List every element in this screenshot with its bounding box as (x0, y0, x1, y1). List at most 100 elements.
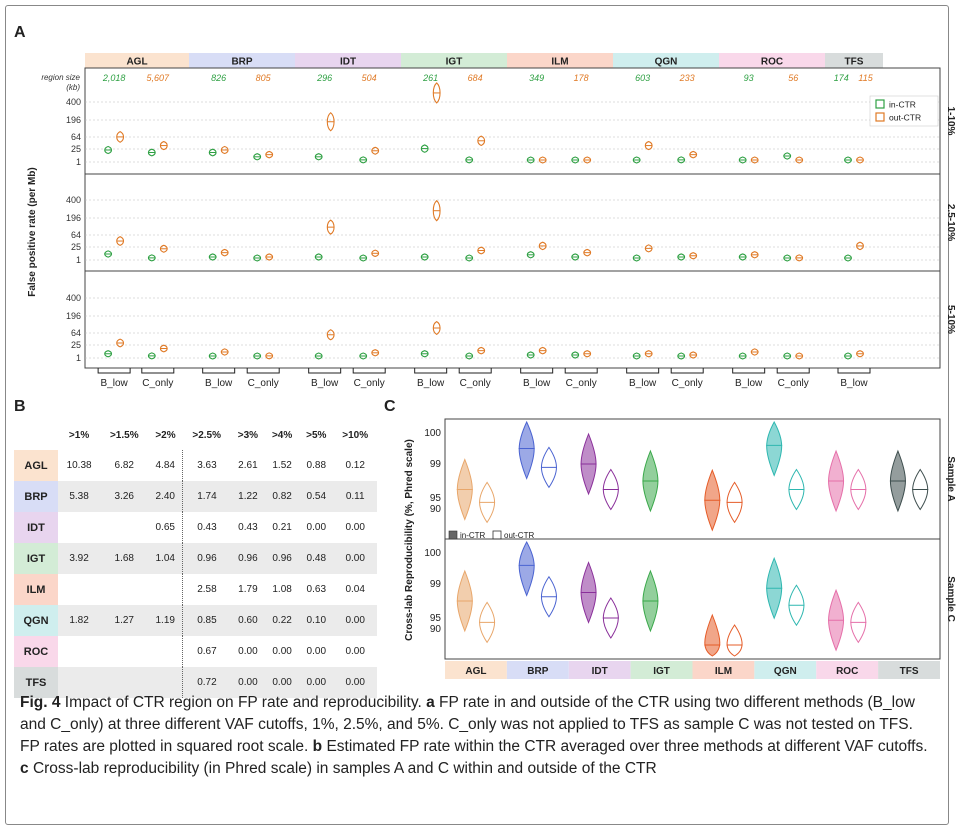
violin-AGL-B_low (116, 236, 125, 246)
violin-ILM-C_only (583, 156, 592, 164)
table-cell: 0.00 (345, 522, 365, 533)
panel-c-ylabel: Cross-lab Reproducibility (%, Phred scal… (404, 439, 415, 641)
table-row-label: IGT (14, 543, 58, 574)
method-bracket (246, 368, 280, 374)
violin-AGL-B_low-shape (104, 145, 113, 155)
violin-ROC-in (828, 449, 845, 513)
violin-ROC-C_only (783, 254, 792, 262)
facet-box (444, 538, 941, 660)
violin-shape (602, 468, 619, 511)
table-cell: 0.60 (230, 605, 265, 636)
y-tick-label: 95 (430, 613, 442, 624)
table-cell: 0.00 (306, 522, 327, 533)
method-label: B_low (735, 378, 763, 389)
violin-ROC-C_only (783, 352, 792, 360)
region-size-label: region size (41, 73, 80, 82)
violin-ILM-B_low (526, 351, 535, 359)
table-cell: 0.21 (272, 522, 292, 533)
violin-AGL-C_only-shape (159, 244, 168, 253)
table-column-header: >1.5% (109, 429, 139, 441)
lab-strip-label: ROC (761, 57, 783, 68)
table-row-label: QGN (14, 605, 58, 636)
violin-QGN-C_only (689, 150, 698, 159)
violin-IDT-B_low-shape (326, 112, 335, 132)
violin-ROC-B_low-shape (738, 156, 747, 164)
violin-IGT-B_low-shape (420, 253, 429, 261)
y-tick-label: 25 (71, 242, 81, 252)
violin-BRP-out (540, 575, 557, 618)
violin-BRP-B_low-shape (208, 352, 217, 360)
violin-shape (479, 481, 496, 524)
violin-IGT-C_only (477, 135, 486, 147)
violin-QGN-B_low-shape (632, 156, 641, 164)
lab-strip-AGL (85, 53, 189, 68)
table-cell: 1.22 (230, 481, 265, 512)
facet-label: 1-10% (945, 107, 956, 136)
violin-IGT-B_low-shape (420, 350, 429, 358)
violin-IDT-C_only (359, 156, 368, 164)
facet-label: 5-10% (945, 305, 956, 334)
y-tick-label: 25 (71, 144, 81, 154)
method-bracket (670, 368, 704, 374)
table-cell: 2.61 (238, 460, 258, 471)
violin-AGL-C_only-shape (147, 148, 156, 157)
table-cell: 1.79 (238, 584, 258, 595)
violin-AGL-B_low-shape (116, 236, 125, 246)
violin-BRP-C_only-shape (265, 253, 274, 261)
method-bracket (520, 368, 554, 374)
region-size-in: 261 (422, 73, 438, 83)
table-cell: 0.82 (265, 481, 300, 512)
method-label: B_low (629, 378, 657, 389)
violin-ILM-B_low-shape (526, 156, 535, 164)
region-size-unit: (kb) (66, 83, 80, 92)
violin-ROC-B_low (750, 348, 759, 356)
legend-in-label: in-CTR (889, 100, 916, 110)
region-size-in: 93 (744, 73, 754, 83)
region-size-in: 349 (529, 73, 544, 83)
violin-ILM-C_only-shape (583, 248, 592, 257)
violin-IDT-C_only-shape (371, 146, 380, 155)
violin-BRP-B_low-shape (220, 145, 229, 155)
table-cell: 2.40 (148, 481, 183, 512)
violin-ILM-C_only-shape (583, 156, 592, 164)
violin-QGN-B_low (632, 254, 641, 262)
lab-strip-label: BRP (527, 666, 548, 677)
violin-QGN-C_only-shape (689, 252, 698, 260)
lab-strip-QGN (613, 53, 719, 68)
lab-strip-IGT (630, 661, 693, 679)
violin-AGL-out (479, 601, 496, 644)
violin-ILM-C_only (583, 350, 592, 358)
table-column-header: >1% (68, 429, 90, 441)
violin-IGT-B_low (420, 144, 429, 153)
violin-ROC-C_only-shape (795, 156, 804, 164)
violin-IDT-B_low-shape (314, 253, 323, 261)
violin-QGN-C_only (677, 156, 686, 164)
table-cell: 3.63 (182, 450, 231, 481)
violin-ILM-C_only (571, 351, 580, 359)
violin-IGT-B_low (420, 350, 429, 358)
region-size-out: 115 (858, 73, 873, 83)
violin-IDT-C_only (371, 249, 380, 258)
method-label: C_only (672, 378, 703, 389)
y-tick-label: 25 (71, 340, 81, 350)
region-size-out: 233 (679, 73, 695, 83)
violin-IDT-B_low (326, 112, 335, 132)
lab-strip-ILM (507, 53, 613, 68)
region-size-out: 684 (468, 73, 483, 83)
violin-BRP-B_low (220, 248, 229, 257)
table-column-header: >2.5% (192, 429, 222, 441)
violin-AGL-out (479, 481, 496, 524)
table-cell: 0.63 (306, 584, 327, 595)
y-tick-label: 196 (66, 213, 81, 223)
region-size-in: 603 (635, 73, 650, 83)
y-tick-label: 99 (430, 579, 442, 590)
violin-IDT-B_low-shape (326, 329, 335, 341)
violin-IDT-out (602, 468, 619, 511)
violin-IGT-C_only-shape (477, 346, 486, 355)
violin-AGL-in (456, 458, 473, 521)
method-label: C_only (142, 378, 173, 389)
table-cell: 0.04 (345, 584, 365, 595)
y-tick-label: 1 (76, 157, 81, 167)
violin-BRP-B_low (208, 253, 217, 261)
table-cell (148, 667, 183, 698)
